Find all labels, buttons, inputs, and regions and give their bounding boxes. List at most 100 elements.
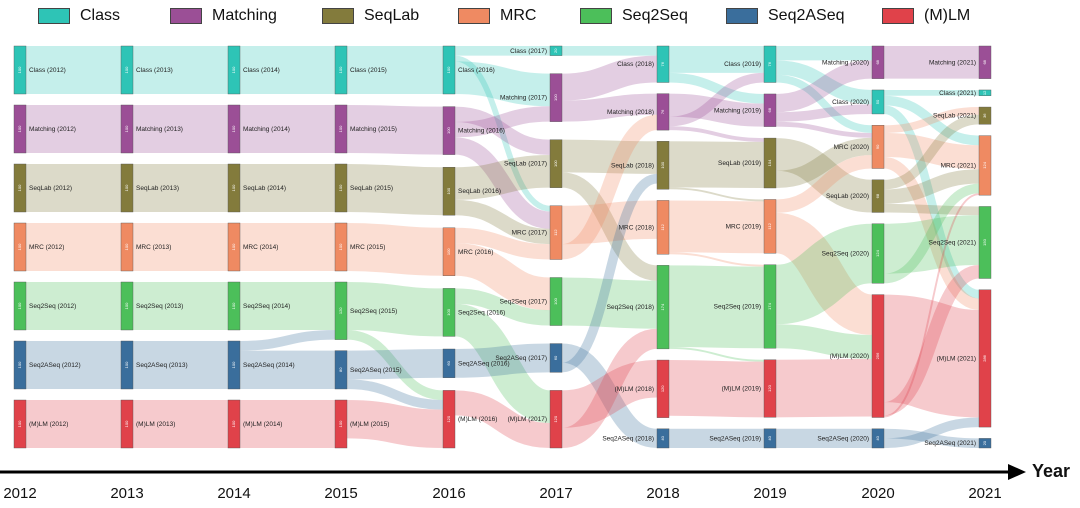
node-bar (442, 166, 456, 216)
node-label: Seq2Seq (2019) (714, 303, 761, 310)
node-bar (120, 104, 134, 154)
flow-link (883, 156, 980, 310)
node-value: 100 (338, 243, 343, 250)
node-label: Matching (2017) (500, 95, 547, 102)
node-bar (334, 163, 348, 213)
legend: Class Matching SeqLab MRC Seq2Seq Seq2ASeq (M)… (0, 0, 1080, 34)
node-bar (13, 399, 27, 449)
node-label: SeqLab (2020) (826, 193, 869, 200)
flow-link (668, 72, 765, 127)
node-value: 80 (338, 367, 343, 372)
flow-link (452, 303, 553, 424)
legend-item-seqlab: SeqLab (322, 6, 419, 26)
node-bar (978, 438, 992, 449)
node-label: MRC (2017) (512, 230, 547, 237)
year-tick-2019: 2019 (753, 485, 787, 502)
node-value: 124 (982, 161, 987, 168)
sankey-node: 100 SeqLab (2015) (334, 163, 393, 213)
node-bar (120, 281, 134, 331)
links-layer (25, 45, 981, 449)
node-value: 120 (553, 415, 558, 422)
node-label: Seq2Seq (2013) (136, 303, 183, 310)
year-tick-2012: 2012 (3, 485, 37, 502)
sankey-node: 90 MRC (2020) (834, 125, 885, 169)
flow-link (883, 132, 980, 170)
legend-label: Class (80, 7, 121, 24)
node-label: Class (2015) (350, 67, 387, 74)
sankey-node: 100 SeqLab (2013) (120, 163, 179, 213)
node-label: Seq2Seq (2015) (350, 308, 397, 315)
node-value: 100 (660, 161, 665, 168)
node-value: 100 (17, 420, 22, 427)
node-bar (120, 399, 134, 449)
node-bar (120, 340, 134, 390)
node-label: Matching (2013) (136, 126, 183, 133)
node-value: 40 (660, 435, 665, 440)
flow-link (882, 265, 981, 416)
node-label: (M)LM (2013) (136, 421, 175, 428)
node-label: Seq2Seq (2018) (607, 304, 654, 311)
node-label: SeqLab (2012) (29, 185, 72, 192)
legend-item-seq2aseq: Seq2ASeq (726, 6, 845, 26)
node-label: Class (2013) (136, 67, 173, 74)
timeline-arrow (0, 464, 1026, 480)
sankey-node: 12 Class (2021) (939, 89, 992, 97)
sankey-node: 100 Seq2ASeq (2012) (13, 340, 81, 390)
node-label: Matching (2012) (29, 126, 76, 133)
sankey-node: 256 (M)LM (2020) (830, 294, 885, 418)
year-tick-2021: 2021 (968, 485, 1002, 502)
node-bar (227, 399, 241, 449)
flow-link (775, 74, 873, 133)
node-label: (M)LM (2019) (722, 386, 761, 393)
nodes-layer: 100 Class (2012) 100 Matching (2012) 100 SeqL… (13, 45, 992, 449)
flow-link (346, 105, 444, 155)
sankey-chart: 100 Class (2012) 100 Matching (2012) 100 SeqL… (13, 45, 992, 449)
node-value: 68 (982, 59, 987, 64)
node-bar (227, 104, 241, 154)
flow-link (561, 277, 658, 329)
flow-link (883, 428, 980, 448)
sankey-node: 68 Matching (2020) (822, 45, 885, 79)
sankey-node: 100 Class (2015) (334, 45, 387, 95)
flow-link (668, 252, 765, 267)
year-tick-2016: 2016 (432, 485, 466, 502)
sankey-node: 124 MRC (2021) (941, 135, 992, 196)
node-value: 76 (767, 61, 772, 66)
node-value: 100 (338, 184, 343, 191)
flow-link (775, 121, 873, 138)
node-value: 100 (553, 160, 558, 167)
node-label: Seq2Seq (2020) (822, 251, 869, 258)
flow-link (454, 55, 551, 212)
sankey-node: 100 (M)LM (2013) (120, 399, 175, 449)
flow-link (454, 155, 551, 200)
sankey-node: 100 Matching (2016) (442, 106, 505, 155)
node-label: (M)LM (2020) (830, 353, 869, 360)
node-label: MRC (2013) (136, 244, 171, 251)
node-value: 100 (124, 302, 129, 309)
node-value: 50 (875, 99, 880, 104)
legend-swatch (882, 8, 914, 24)
flow-link (668, 141, 765, 188)
node-label: MRC (2016) (458, 249, 493, 256)
node-value: 100 (231, 66, 236, 73)
node-value: 120 (446, 415, 451, 422)
node-bar (763, 428, 777, 449)
node-value: 112 (660, 223, 665, 230)
sankey-node: 100 Seq2Seq (2013) (120, 281, 183, 331)
node-label: SeqLab (2015) (350, 185, 393, 192)
node-bar (13, 281, 27, 331)
flow-link (882, 294, 981, 418)
node-value: 68 (875, 193, 880, 198)
node-label: Class (2017) (510, 48, 547, 55)
node-value: 100 (124, 420, 129, 427)
flow-link (454, 390, 551, 448)
flow-link (668, 200, 765, 254)
node-bar (871, 45, 885, 79)
sankey-node: 100 SeqLab (2012) (13, 163, 72, 213)
node-value: 100 (231, 125, 236, 132)
flow-link (774, 138, 874, 213)
flow-link (668, 72, 765, 104)
node-bar (763, 199, 777, 254)
flow-link (668, 187, 765, 202)
flow-link (561, 55, 658, 101)
